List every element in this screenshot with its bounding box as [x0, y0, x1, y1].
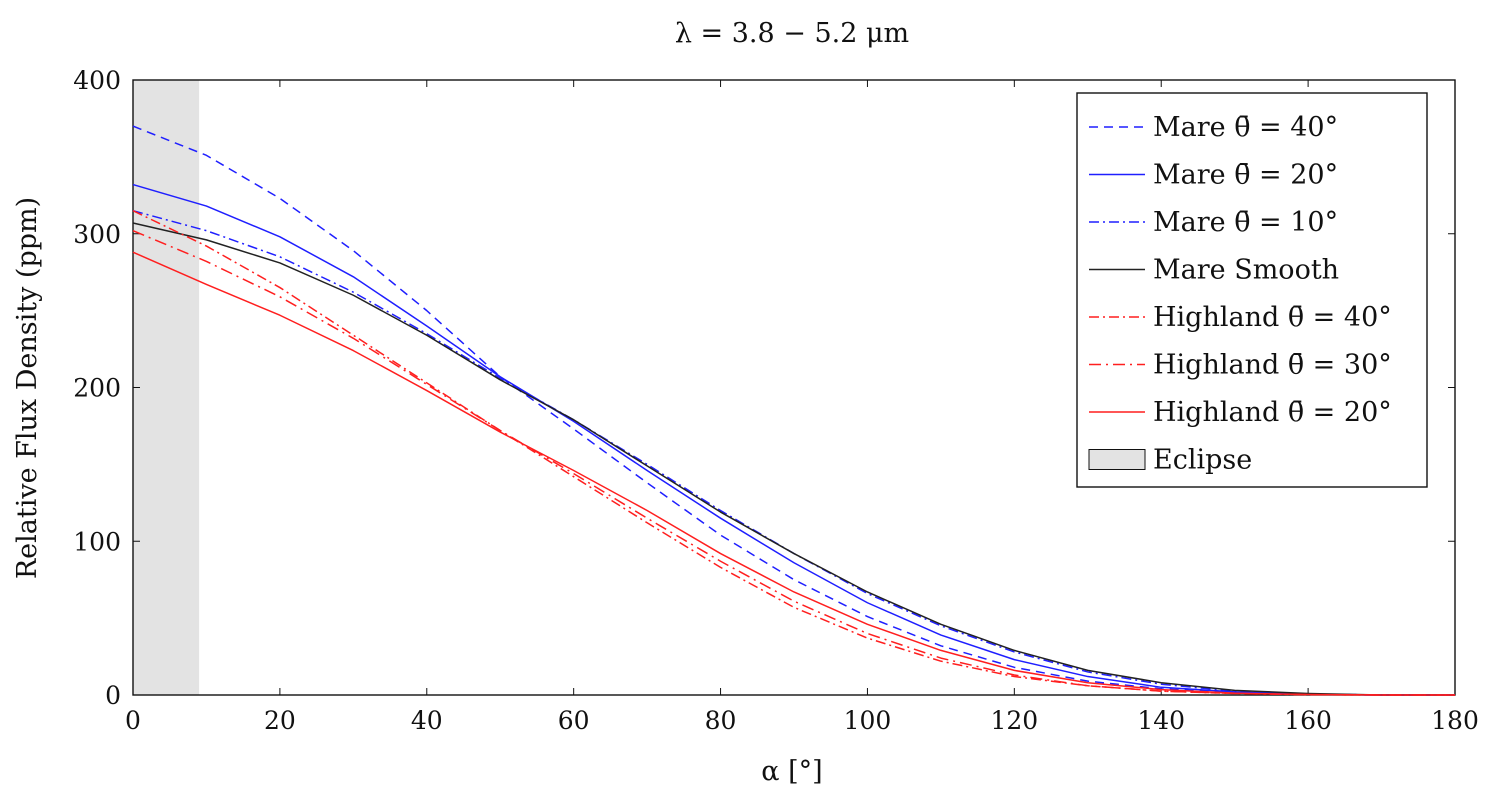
- eclipse-region: [133, 80, 200, 695]
- x-tick-label: 20: [264, 706, 296, 735]
- x-tick-label: 40: [411, 706, 443, 735]
- legend-label: Mare Smooth: [1153, 255, 1339, 286]
- y-axis-label: Relative Flux Density (ppm): [12, 197, 43, 579]
- x-tick-label: 80: [705, 706, 737, 735]
- x-tick-label: 180: [1431, 706, 1479, 735]
- legend-box: [1076, 92, 1428, 488]
- x-axis-label: α [°]: [761, 756, 822, 787]
- legend-label: Highland θ̄ = 40°: [1153, 302, 1392, 333]
- legend-label: Mare θ̄ = 40°: [1153, 112, 1338, 143]
- series-line-1: [132, 183, 1455, 696]
- series-lines: [132, 125, 1455, 696]
- x-tick-label: 120: [990, 706, 1038, 735]
- x-tick-label: 0: [125, 706, 141, 735]
- y-tick-label: 100: [73, 527, 121, 556]
- series-line-3: [132, 222, 1455, 696]
- legend-items: Mare θ̄ = 40° Mare θ̄ = 20° Mare θ̄ = 10° M…: [1088, 112, 1392, 476]
- x-tick-label: 60: [558, 706, 590, 735]
- legend-label-eclipse: Eclipse: [1153, 445, 1252, 476]
- y-tick-label: 400: [73, 66, 121, 95]
- legend-label: Mare θ̄ = 20°: [1153, 160, 1338, 191]
- legend-label: Highland θ̄ = 30°: [1153, 350, 1392, 381]
- legend-swatch-eclipse: [1088, 449, 1146, 470]
- y-tick-label: 300: [73, 220, 121, 249]
- axis-ticks: 0 20 40 60 80 100 120 140 160 180 0 100 200 300 400: [73, 66, 1479, 735]
- y-tick-label: 0: [105, 681, 121, 710]
- series-line-5: [132, 229, 1455, 696]
- legend-label: Highland θ̄ = 20°: [1153, 397, 1392, 428]
- y-tick-label: 200: [73, 374, 121, 403]
- legend-label: Mare θ̄ = 10°: [1153, 207, 1338, 238]
- legend: Mare θ̄ = 40° Mare θ̄ = 20° Mare θ̄ = 10° M…: [1076, 92, 1428, 488]
- x-tick-label: 160: [1284, 706, 1332, 735]
- x-tick-label: 140: [1137, 706, 1185, 735]
- chart-title: λ = 3.8 − 5.2 μm: [675, 18, 909, 49]
- series-line-6: [132, 251, 1455, 696]
- x-tick-label: 100: [844, 706, 892, 735]
